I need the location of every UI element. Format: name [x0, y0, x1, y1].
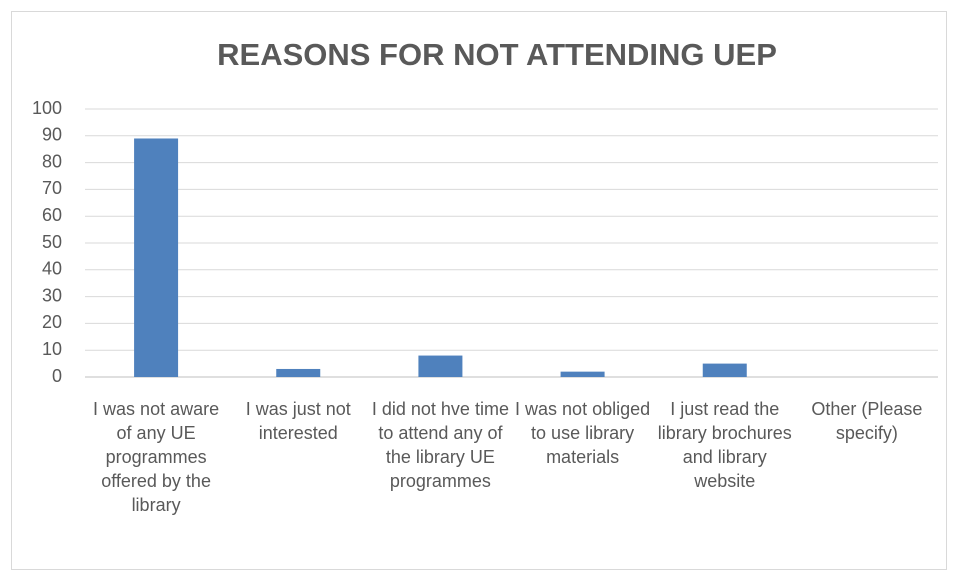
y-tick-label: 30 [42, 285, 62, 305]
chart-title: REASONS FOR NOT ATTENDING UEP [217, 37, 777, 72]
x-tick-label: I was not aware of any UE programmes offere… [93, 399, 219, 515]
x-tick-label: I was not obliged to use library materials [515, 399, 650, 467]
y-tick-label: 90 [42, 125, 62, 145]
bar [418, 355, 463, 377]
y-tick-label: 60 [42, 205, 62, 225]
bar [276, 368, 321, 377]
y-tick-label: 40 [42, 259, 62, 279]
bar [134, 138, 179, 377]
y-tick-label: 20 [42, 312, 62, 332]
y-tick-label: 70 [42, 178, 62, 198]
y-tick-label: 0 [52, 366, 62, 386]
y-tick-label: 50 [42, 232, 62, 252]
x-tick-label: I just read the library brochures and libr… [658, 399, 792, 491]
x-tick-label: I did not hve time to attend any of the li… [372, 399, 509, 491]
y-tick-label: 80 [42, 151, 62, 171]
bar [702, 363, 747, 377]
x-tick-label: I was just not interested [246, 399, 351, 443]
y-tick-label: 100 [32, 98, 62, 118]
y-tick-label: 10 [42, 339, 62, 359]
bar [560, 371, 605, 377]
x-tick-label: Other (Please specify) [811, 399, 922, 443]
